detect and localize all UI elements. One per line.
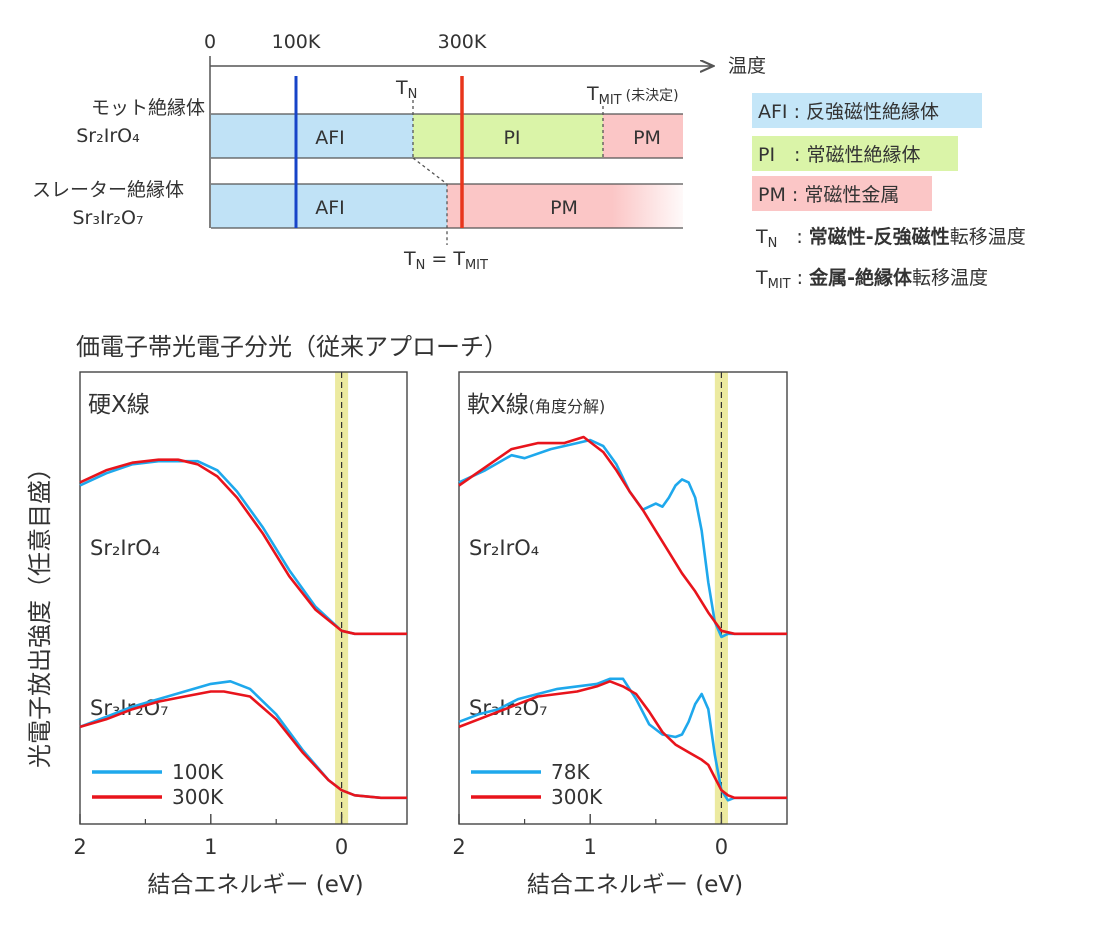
plot-frame <box>458 371 788 825</box>
panel-subtitle: (角度分解) <box>529 397 606 416</box>
legend-pi-swatch <box>752 136 958 171</box>
x-axis-label: 結合エネルギー (eV) <box>147 872 363 898</box>
row-label-mott: モット絶縁体 <box>91 97 205 119</box>
x-tick-label: 2 <box>452 835 465 859</box>
sample-label-sr2iro4: Sr₂IrO₄ <box>90 536 160 560</box>
label-pm-sr2iro4: PM <box>633 127 661 149</box>
tn-tmit-marker-sr3ir2o7 <box>412 157 448 245</box>
label-afi-sr2iro4: AFI <box>315 127 345 149</box>
series-line-300K-sr3ir2o7 <box>458 679 787 800</box>
segment-afi-sr3ir2o7 <box>211 184 447 228</box>
segment-pm-sr3ir2o7 <box>447 184 683 228</box>
label-pm-sr3ir2o7: PM <box>550 197 578 219</box>
panel-title: 軟X線(角度分解) <box>467 392 605 418</box>
legend-label-78K: 78K <box>551 760 590 784</box>
series-line-300K-sr3ir2o7 <box>79 690 407 800</box>
series-line-300K-sr2iro4 <box>458 435 787 636</box>
x-tick-label: 1 <box>584 835 597 859</box>
temp-tick-0: 0 <box>204 31 216 53</box>
x-axis-label: 結合エネルギー (eV) <box>527 872 743 898</box>
row-formula-sr3ir2o7: Sr₃Ir₂O₇ <box>72 207 143 229</box>
row-formula-sr2iro4: Sr₂IrO₄ <box>76 125 140 147</box>
legend-label-100K: 100K <box>172 760 224 784</box>
tmit-label: TMIT (未決定) <box>586 83 679 108</box>
segment-pi-sr2iro4 <box>413 114 603 158</box>
legend-label-300K: 300K <box>551 785 603 809</box>
row-label-slater: スレーター絶縁体 <box>32 179 184 201</box>
segment-afi-sr2iro4 <box>211 114 413 158</box>
legend-pm: PM : 常磁性金属 <box>758 184 899 206</box>
series-line-300K-sr2iro4 <box>79 458 407 636</box>
temp-axis-label: 温度 <box>728 55 766 77</box>
definition-tmit: TMIT : 金属-絶縁体転移温度 <box>755 266 988 292</box>
tn-label: TN <box>395 77 417 102</box>
legend-label-300K: 300K <box>172 785 224 809</box>
temp-tick-300k: 300K <box>438 31 487 53</box>
x-tick-label: 0 <box>715 835 728 859</box>
y-axis-label: 光電子放出強度（任意目盛） <box>26 456 54 768</box>
panel-title: 硬X線 <box>88 392 150 418</box>
legend-pm-swatch <box>752 176 932 211</box>
legend-pi: PI : 常磁性絶縁体 <box>758 144 921 166</box>
legend-afi: AFI : 反強磁性絶縁体 <box>758 101 939 123</box>
label-pi-sr2iro4: PI <box>503 127 520 149</box>
definition-tn: TN : 常磁性-反強磁性転移温度 <box>755 225 1026 251</box>
segment-pm-sr2iro4 <box>603 114 683 158</box>
sample-label-sr2iro4: Sr₂IrO₄ <box>469 536 539 560</box>
tn-eq-tmit-label: TN = TMIT <box>403 248 488 273</box>
plot-frame <box>79 371 408 825</box>
phase-diagram: 0 100K 300K 温度 モット絶縁体 Sr₂IrO₄ スレーター絶縁体 S… <box>32 31 1026 292</box>
section-title: 価電子帯光電子分光（従来アプローチ） <box>76 333 508 361</box>
x-tick-label: 0 <box>335 835 348 859</box>
temp-tick-100k: 100K <box>272 31 321 53</box>
x-tick-label: 2 <box>73 835 86 859</box>
x-tick-label: 1 <box>204 835 217 859</box>
legend-afi-swatch <box>752 93 982 128</box>
label-afi-sr3ir2o7: AFI <box>315 197 345 219</box>
